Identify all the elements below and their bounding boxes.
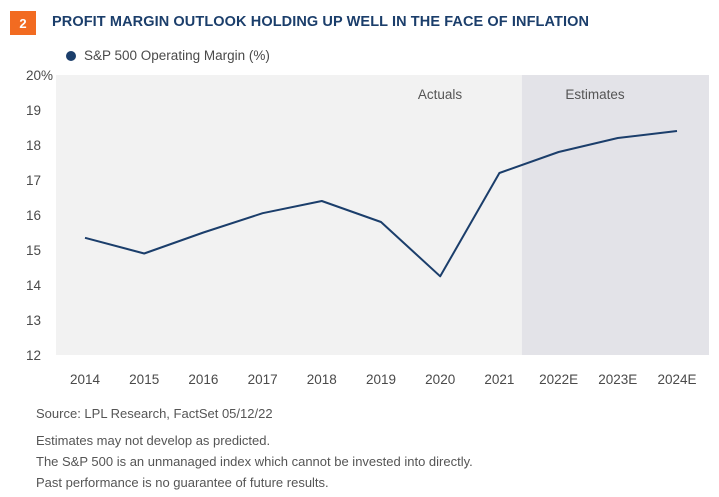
- x-tick-label: 2020: [425, 372, 455, 387]
- legend-label: S&P 500 Operating Margin (%): [84, 48, 270, 63]
- y-tick-label: 15: [26, 243, 41, 258]
- footnote-line: Estimates may not develop as predicted.: [36, 433, 271, 448]
- line-chart: Actuals Estimates 12 13 14 15 16 17 18 19 20% 20…: [26, 68, 709, 387]
- footnote-line: Past performance is no guarantee of futu…: [36, 475, 329, 490]
- source-note: Source: LPL Research, FactSet 05/12/22: [36, 406, 273, 421]
- y-tick-label: 12: [26, 348, 41, 363]
- x-axis: 2014 2015 2016 2017 2018 2019 2020 2021 2022E 202…: [70, 372, 697, 387]
- x-tick-label: 2018: [307, 372, 337, 387]
- chart-title: PROFIT MARGIN OUTLOOK HOLDING UP WELL IN…: [52, 14, 590, 30]
- x-tick-label: 2014: [70, 372, 101, 387]
- x-tick-label: 2022E: [539, 372, 578, 387]
- estimates-background: [521, 75, 709, 355]
- actuals-region-label: Actuals: [418, 87, 463, 102]
- actuals-background: [56, 75, 522, 355]
- y-tick-label: 14: [26, 278, 42, 293]
- y-tick-label: 16: [26, 208, 41, 223]
- footnotes: Source: LPL Research, FactSet 05/12/22 E…: [36, 403, 473, 493]
- x-tick-label: 2015: [129, 372, 159, 387]
- y-tick-label: 19: [26, 103, 41, 118]
- x-tick-label: 2016: [188, 372, 218, 387]
- x-tick-label: 2019: [366, 372, 396, 387]
- legend: S&P 500 Operating Margin (%): [66, 48, 270, 63]
- y-tick-label: 20%: [26, 68, 53, 83]
- x-tick-label: 2021: [484, 372, 514, 387]
- y-tick-label: 18: [26, 138, 41, 153]
- y-tick-label: 13: [26, 313, 41, 328]
- footnote-line: The S&P 500 is an unmanaged index which …: [36, 454, 473, 469]
- legend-marker: [66, 50, 76, 61]
- y-axis: 12 13 14 15 16 17 18 19 20%: [26, 68, 53, 363]
- series-line-operating-margin: [84, 130, 678, 278]
- x-tick-label: 2023E: [598, 372, 637, 387]
- estimates-region-label: Estimates: [565, 87, 625, 102]
- chart-number-badge: 2: [10, 11, 36, 35]
- x-tick-label: 2017: [248, 372, 278, 387]
- x-tick-label: 2024E: [657, 372, 696, 387]
- y-tick-label: 17: [26, 173, 41, 188]
